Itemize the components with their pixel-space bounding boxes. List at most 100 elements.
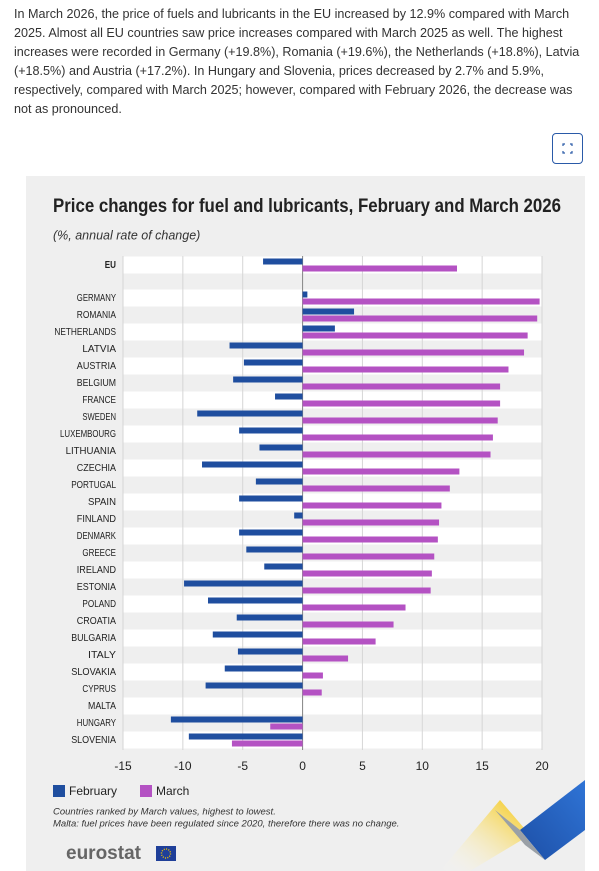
y-tick-label: IRELAND xyxy=(77,564,117,576)
bar xyxy=(302,672,323,679)
y-tick-label: SPAIN xyxy=(88,496,116,508)
decoration xyxy=(520,780,585,860)
y-tick-label: CZECHIA xyxy=(77,462,116,474)
bar xyxy=(263,258,303,265)
bar xyxy=(255,478,303,485)
logo-text: eurostat xyxy=(66,843,142,864)
x-tick-label: 20 xyxy=(535,759,549,773)
x-tick-label: 0 xyxy=(299,759,306,773)
bar xyxy=(302,349,525,356)
y-tick-label: SWEDEN xyxy=(82,411,116,423)
decoration xyxy=(495,810,545,860)
bar xyxy=(302,502,442,509)
bar xyxy=(302,519,440,526)
bar xyxy=(233,376,303,383)
bar xyxy=(294,512,303,519)
y-tick-label: ROMANIA xyxy=(77,309,116,321)
x-tick-label: 10 xyxy=(416,759,430,773)
bar xyxy=(239,427,303,434)
bar xyxy=(188,733,303,740)
y-tick-label: CYPRUS xyxy=(82,683,116,695)
bar xyxy=(302,315,538,322)
bar xyxy=(229,342,303,349)
bar xyxy=(302,536,438,543)
bar xyxy=(224,665,303,672)
chart: Price changes for fuel and lubricants, F… xyxy=(26,176,585,871)
bar xyxy=(239,529,303,536)
y-tick-label: GERMANY xyxy=(77,292,116,304)
y-tick-label: LITHUANIA xyxy=(66,445,116,457)
y-tick-label: BELGIUM xyxy=(77,377,116,389)
bar xyxy=(302,553,435,560)
bar xyxy=(212,631,303,638)
y-tick-label: SLOVAKIA xyxy=(71,666,116,678)
bar xyxy=(302,366,509,373)
bar xyxy=(239,495,303,502)
y-tick-label: PORTUGAL xyxy=(71,479,116,491)
y-tick-label: SLOVENIA xyxy=(71,734,116,746)
bar xyxy=(246,546,303,553)
bar xyxy=(302,383,501,390)
bar xyxy=(302,291,308,298)
bar xyxy=(302,298,540,305)
logo-flag xyxy=(156,846,176,861)
y-tick-label: DENMARK xyxy=(77,530,116,542)
bar xyxy=(302,332,528,339)
expand-button[interactable] xyxy=(552,133,583,164)
bar xyxy=(302,265,458,272)
intro-text: In March 2026, the price of fuels and lu… xyxy=(14,7,580,116)
row-stripe xyxy=(123,663,542,681)
bar xyxy=(302,325,335,332)
legend-label: February xyxy=(69,784,117,798)
y-tick-label: EU xyxy=(105,259,116,271)
chart-subtitle: (%, annual rate of change) xyxy=(53,228,200,242)
bar xyxy=(237,648,303,655)
legend-label: March xyxy=(156,784,189,798)
y-tick-label: LUXEMBOURG xyxy=(60,428,116,440)
bar xyxy=(202,461,303,468)
x-tick-label: -5 xyxy=(237,759,248,773)
y-tick-label: AUSTRIA xyxy=(77,360,116,372)
bar xyxy=(302,308,355,315)
bar xyxy=(207,597,303,604)
bar xyxy=(302,417,498,424)
y-tick-label: GREECE xyxy=(82,547,116,559)
bar xyxy=(302,638,376,645)
bar xyxy=(302,451,491,458)
bar xyxy=(302,587,431,594)
bar xyxy=(205,682,303,689)
y-tick-label: FRANCE xyxy=(82,394,116,406)
bar xyxy=(259,444,303,451)
bar xyxy=(302,689,322,696)
bar xyxy=(302,655,349,662)
bar xyxy=(236,614,303,621)
bar xyxy=(264,563,303,570)
y-tick-label: NETHERLANDS xyxy=(54,326,116,338)
row-stripe xyxy=(123,561,542,579)
y-tick-label: POLAND xyxy=(82,598,116,610)
y-tick-label: HUNGARY xyxy=(77,717,116,729)
legend-swatch xyxy=(53,785,65,797)
bar xyxy=(302,400,501,407)
bar xyxy=(197,410,303,417)
x-tick-label: 5 xyxy=(359,759,366,773)
bar xyxy=(231,740,303,747)
y-tick-label: BULGARIA xyxy=(71,632,116,644)
bar xyxy=(302,434,493,441)
bar xyxy=(302,485,450,492)
logo-stars xyxy=(160,848,172,859)
bar xyxy=(275,393,303,400)
bar xyxy=(302,604,406,611)
bar xyxy=(184,580,303,587)
y-tick-label: LATVIA xyxy=(82,343,116,355)
bar xyxy=(302,468,460,475)
expand-icon xyxy=(562,143,573,154)
bar xyxy=(270,723,303,730)
bar xyxy=(302,570,432,577)
bar xyxy=(243,359,303,366)
y-tick-label: FINLAND xyxy=(77,513,117,525)
bar xyxy=(170,716,303,723)
y-tick-label: ITALY xyxy=(88,649,116,661)
chart-title: Price changes for fuel and lubricants, F… xyxy=(53,196,561,217)
